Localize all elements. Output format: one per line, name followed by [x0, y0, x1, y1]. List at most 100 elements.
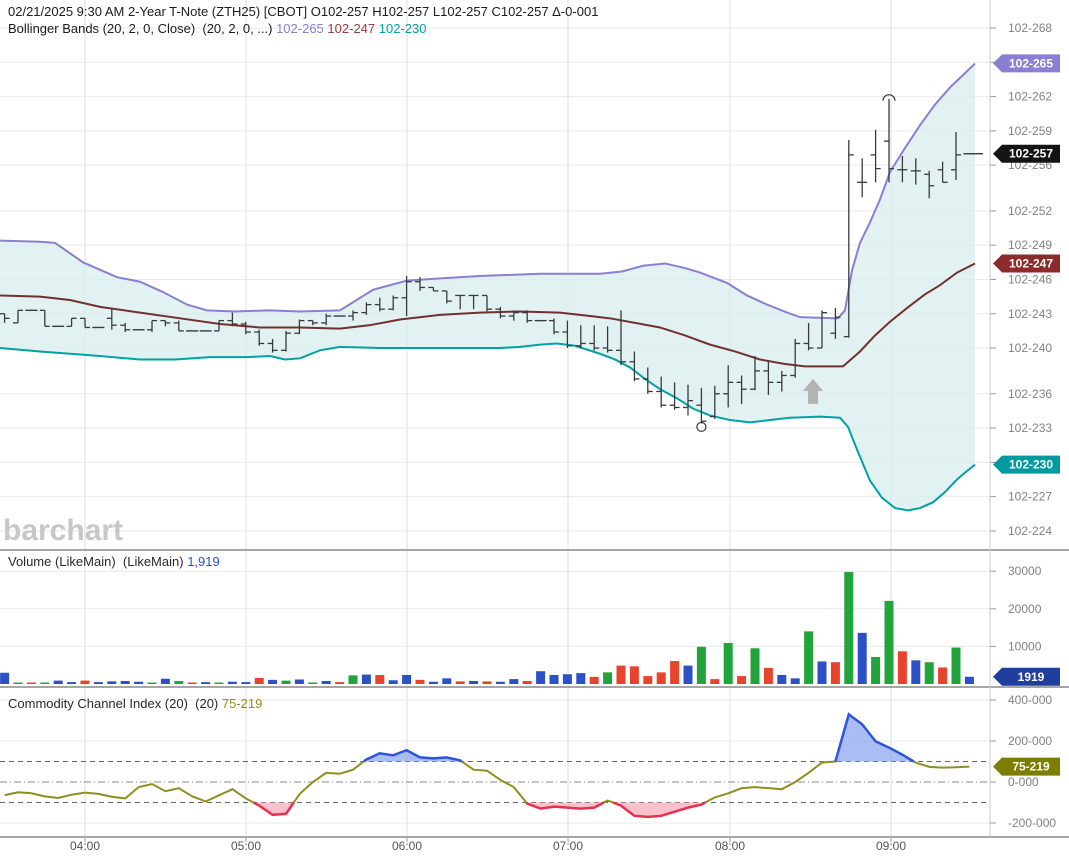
volume-bar — [777, 674, 787, 684]
cci-oversold-line — [612, 801, 706, 819]
cci-badge — [993, 757, 1060, 776]
volume-label: Volume (LikeMain) (LikeMain) — [8, 554, 188, 569]
time-axis-label: 07:00 — [553, 839, 583, 853]
bollinger-lower-band — [0, 342, 976, 512]
price-axis-label: 102-236 — [1008, 387, 1052, 401]
price-badge-text: 102-257 — [1009, 147, 1053, 161]
cci-axis-label: 0-000 — [1008, 775, 1039, 789]
volume-bar — [750, 648, 760, 684]
volume-bar — [160, 678, 170, 684]
volume-bar — [804, 631, 814, 684]
volume-bar — [268, 679, 278, 684]
cci-oversold-line — [252, 801, 295, 817]
time-axis-label: 09:00 — [876, 839, 906, 853]
price-badge — [993, 254, 1060, 273]
volume-bar — [871, 656, 881, 684]
volume-bar — [938, 667, 948, 684]
volume-bar — [80, 680, 90, 684]
price-badge — [993, 455, 1060, 474]
volume-bar — [361, 674, 371, 684]
volume-bar — [53, 680, 63, 684]
volume-badge-text: 1919 — [1018, 670, 1045, 684]
price-axis-label: 102-227 — [1008, 490, 1052, 504]
bollinger-header: Bollinger Bands (20, 2, 0, Close) (20, 2… — [8, 21, 426, 36]
bollinger-middle-band — [0, 262, 976, 368]
volume-bar — [670, 661, 680, 684]
price-axis-label: 102-224 — [1008, 524, 1052, 538]
volume-bar — [335, 682, 345, 684]
cci-oversold-fill — [612, 802, 706, 817]
volume-bar — [911, 660, 921, 684]
volume-bar — [281, 680, 291, 684]
bollinger-lower-value: 102-230 — [378, 21, 427, 36]
volume-bar — [603, 672, 613, 684]
volume-bar — [737, 676, 747, 684]
price-axis-label: 102-262 — [1008, 90, 1052, 104]
volume-bar — [241, 682, 251, 684]
volume-bar — [683, 665, 693, 684]
volume-bar — [696, 646, 706, 684]
price-badge-text: 102-230 — [1009, 458, 1053, 472]
price-axis-label: 102-233 — [1008, 421, 1052, 435]
volume-bar — [174, 680, 184, 684]
barchart-watermark: barchart — [3, 514, 124, 547]
cci-overbought-line — [362, 748, 463, 763]
price-axis-label: 102-252 — [1008, 204, 1052, 218]
cci-axis-label: 400-000 — [1008, 693, 1052, 707]
volume-bar — [857, 632, 867, 684]
volume-bar — [790, 678, 800, 684]
volume-bar — [763, 667, 773, 684]
volume-bar — [469, 680, 479, 684]
price-axis-label: 102-246 — [1008, 272, 1052, 286]
cci-value: 75-219 — [221, 696, 263, 711]
volume-bar — [964, 676, 974, 684]
cci-badge-text: 75-219 — [1012, 760, 1050, 774]
volume-axis-label: 20000 — [1008, 602, 1042, 616]
cci-panel-header: Commodity Channel Index (20) (20) 75-219 — [8, 696, 262, 711]
volume-bar — [656, 672, 666, 684]
volume-bar — [402, 674, 412, 684]
bollinger-middle-value: 102-247 — [327, 21, 376, 36]
volume-bar — [723, 643, 733, 684]
cci-oversold-fill — [253, 802, 294, 815]
volume-bar — [884, 600, 894, 684]
bollinger-upper-band — [0, 62, 976, 320]
volume-bar — [844, 571, 854, 684]
price-axis-label: 102-268 — [1008, 21, 1052, 35]
cci-overbought-line — [834, 712, 915, 763]
volume-bar — [187, 682, 197, 684]
volume-bar — [227, 681, 237, 684]
volume-bar — [817, 661, 827, 684]
volume-bar — [0, 672, 10, 684]
volume-bar — [495, 681, 505, 684]
volume-value: 1,919 — [187, 554, 220, 569]
volume-panel-header: Volume (LikeMain) (LikeMain) 1,919 — [8, 554, 220, 569]
volume-bar — [830, 662, 840, 684]
volume-bar — [576, 673, 586, 684]
volume-bar — [897, 651, 907, 684]
volume-bar — [321, 680, 331, 684]
cci-overbought-fill — [835, 714, 914, 762]
price-axis-label: 102-259 — [1008, 124, 1052, 138]
volume-badge — [993, 667, 1060, 686]
volume-bar — [67, 682, 77, 684]
volume-bar — [455, 681, 465, 684]
price-badge — [993, 144, 1060, 163]
volume-bar — [388, 680, 398, 684]
volume-bar — [522, 680, 532, 684]
volume-bar — [294, 679, 304, 684]
volume-bar — [710, 679, 720, 684]
volume-bar — [589, 676, 599, 684]
bollinger-upper-value: 102-265 — [276, 21, 324, 36]
volume-bar — [93, 682, 103, 684]
volume-axis-label: 10000 — [1008, 639, 1042, 653]
price-badge — [993, 54, 1060, 73]
volume-bar — [120, 680, 130, 684]
volume-bar — [134, 681, 144, 684]
cci-axis-label: 200-000 — [1008, 734, 1052, 748]
cci-axis-label: -200-000 — [1008, 816, 1056, 830]
low-hook-marker — [696, 421, 707, 433]
volume-bar — [643, 676, 653, 684]
